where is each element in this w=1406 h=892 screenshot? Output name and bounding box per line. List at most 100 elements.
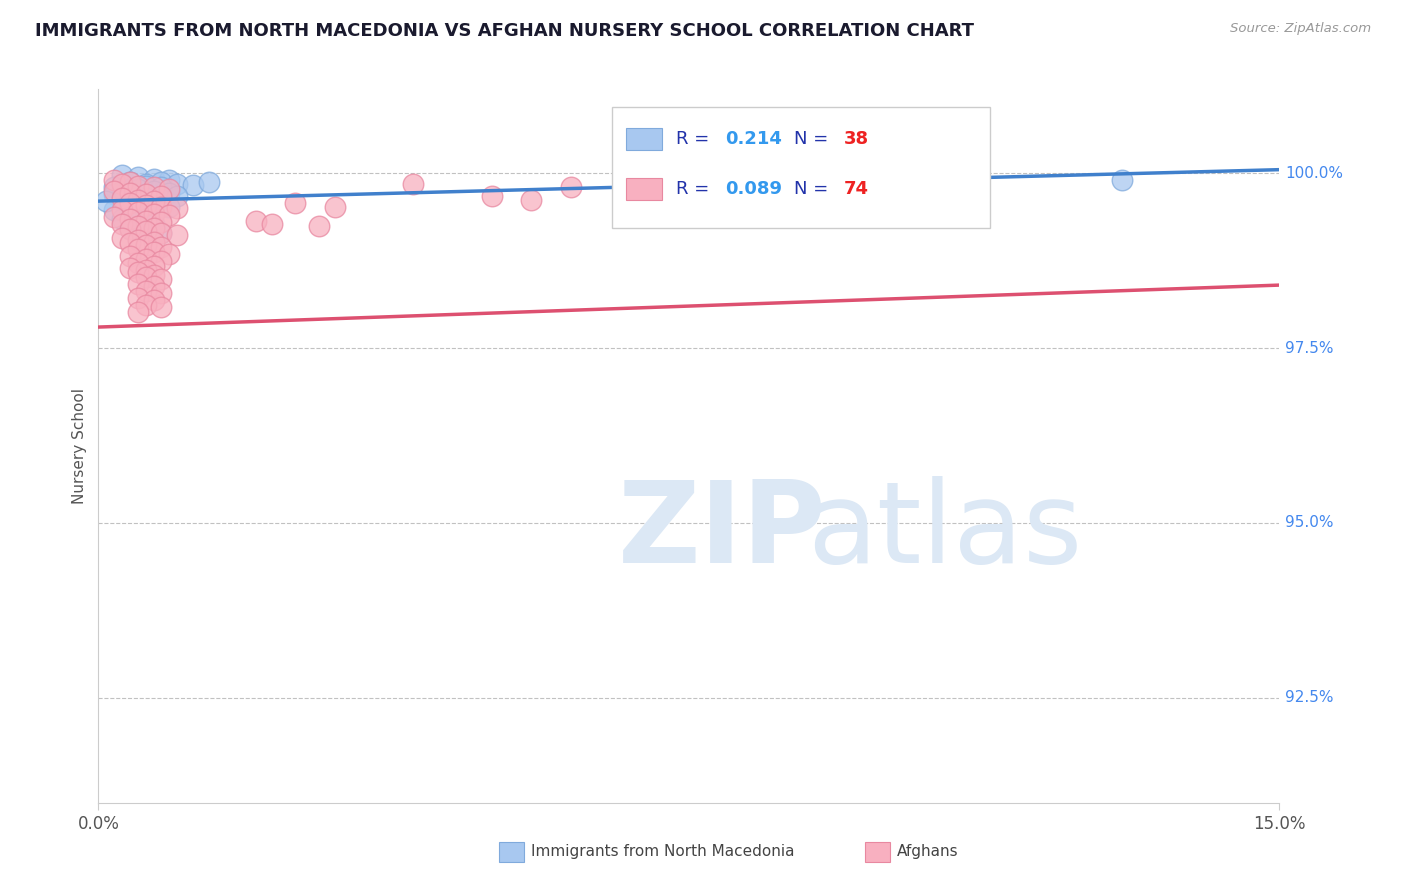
Point [142, 171, 165, 186]
Point [717, 194, 740, 208]
Point [150, 301, 173, 315]
Point [135, 197, 157, 211]
Point [166, 177, 188, 191]
Point [135, 187, 157, 202]
Point [142, 279, 165, 293]
Point [150, 286, 173, 301]
Text: 95.0%: 95.0% [1285, 516, 1334, 531]
Point [127, 304, 149, 318]
Point [157, 173, 180, 187]
Point [118, 249, 141, 263]
Point [142, 268, 165, 282]
Point [142, 244, 165, 259]
Point [118, 195, 141, 210]
Point [157, 186, 180, 200]
FancyBboxPatch shape [626, 128, 662, 150]
Point [111, 184, 134, 198]
Text: R =: R = [676, 180, 714, 198]
Point [103, 173, 125, 187]
Point [323, 200, 346, 214]
Text: ZIP: ZIP [619, 476, 827, 587]
Point [166, 188, 188, 202]
Text: atlas: atlas [807, 476, 1083, 587]
Text: Source: ZipAtlas.com: Source: ZipAtlas.com [1230, 22, 1371, 36]
Point [135, 284, 157, 298]
Point [127, 204, 149, 219]
Text: 92.5%: 92.5% [1285, 690, 1334, 706]
Text: IMMIGRANTS FROM NORTH MACEDONIA VS AFGHAN NURSERY SCHOOL CORRELATION CHART: IMMIGRANTS FROM NORTH MACEDONIA VS AFGHA… [35, 22, 974, 40]
Point [142, 235, 165, 249]
Point [135, 191, 157, 205]
Point [181, 178, 204, 192]
Point [127, 178, 149, 193]
Point [157, 208, 180, 222]
Point [127, 219, 149, 233]
Text: N =: N = [794, 180, 834, 198]
Point [135, 223, 157, 237]
Point [135, 262, 157, 277]
Point [103, 184, 125, 198]
Point [118, 236, 141, 251]
Point [96, 194, 118, 208]
Point [142, 197, 165, 211]
Point [111, 168, 134, 182]
Point [111, 191, 134, 205]
Point [111, 177, 134, 191]
Point [135, 252, 157, 266]
Point [118, 260, 141, 275]
Point [142, 180, 165, 194]
Point [135, 178, 157, 193]
Point [142, 217, 165, 231]
Y-axis label: Nursery School: Nursery School [72, 388, 87, 504]
Text: 38: 38 [844, 130, 869, 148]
Point [111, 211, 134, 226]
Text: N =: N = [794, 130, 834, 148]
Point [135, 269, 157, 284]
Point [118, 188, 141, 202]
Point [103, 180, 125, 194]
Point [756, 195, 779, 210]
Point [150, 226, 173, 240]
Point [1111, 173, 1133, 187]
Point [308, 219, 330, 233]
Point [127, 242, 149, 256]
Text: R =: R = [676, 130, 714, 148]
Point [111, 230, 134, 244]
Point [118, 181, 141, 195]
Point [142, 220, 165, 235]
Point [135, 177, 157, 191]
Text: Afghans: Afghans [897, 845, 959, 859]
Point [520, 193, 543, 207]
Text: Immigrants from North Macedonia: Immigrants from North Macedonia [531, 845, 794, 859]
Point [127, 256, 149, 270]
Point [111, 202, 134, 217]
Point [481, 188, 503, 202]
Point [135, 213, 157, 227]
Point [402, 177, 425, 191]
Point [166, 201, 188, 215]
Point [875, 201, 897, 215]
Text: 74: 74 [844, 180, 869, 198]
Point [150, 180, 173, 194]
Point [560, 180, 582, 194]
Point [111, 194, 134, 208]
Point [103, 202, 125, 217]
Point [127, 181, 149, 195]
Point [142, 207, 165, 221]
Point [135, 298, 157, 312]
Point [914, 202, 936, 217]
Point [157, 181, 180, 195]
Point [103, 210, 125, 224]
Point [150, 192, 173, 206]
Point [127, 193, 149, 207]
Point [127, 169, 149, 184]
Point [111, 217, 134, 231]
Point [118, 222, 141, 236]
Point [127, 291, 149, 305]
FancyBboxPatch shape [626, 178, 662, 200]
Point [118, 204, 141, 219]
Point [127, 213, 149, 227]
Point [127, 233, 149, 247]
Point [118, 222, 141, 236]
Point [135, 207, 157, 221]
